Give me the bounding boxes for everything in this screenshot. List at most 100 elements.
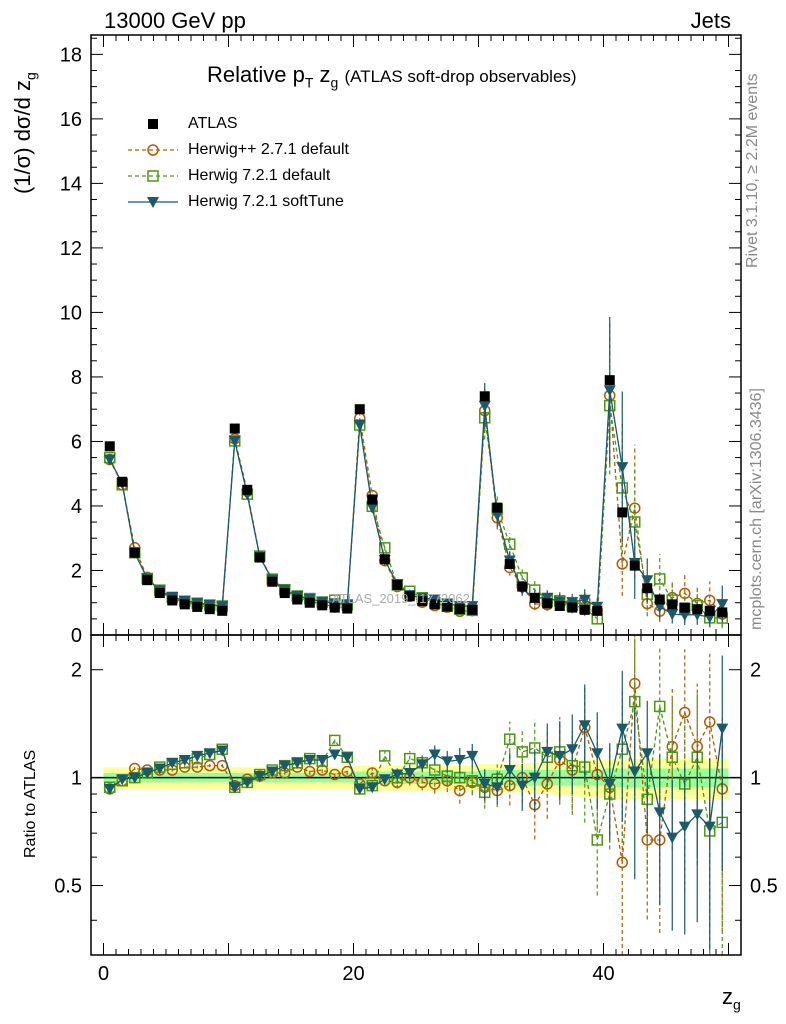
y-tick-label: 12 [60,238,82,260]
data-point [216,745,229,757]
ratio-panel: 0 20 40 0.5 0.5 1 1 2 2 [54,634,778,985]
data-point [191,761,203,773]
data-point [578,594,591,606]
data-point [554,600,565,611]
data-point [516,746,528,758]
data-point [292,594,303,605]
data-point [328,749,341,761]
data-point [478,778,491,790]
data-point [454,604,465,615]
data-point [703,821,716,833]
data-point [417,596,428,607]
data-point [366,782,379,794]
data-point [341,752,354,764]
header-category: Jets [690,8,731,33]
series-ratio-3 [103,655,729,951]
series-main-atlas [104,375,728,618]
data-point [503,765,516,777]
data-point [329,768,341,781]
data-point [579,604,590,615]
rivet-label: Rivet 3.1.10, ≥ 2.2M events [744,73,761,268]
xlabel-sub: g [733,996,741,1013]
data-point [291,757,304,769]
data-point [654,700,666,713]
data-point [367,494,378,505]
data-point [553,750,566,762]
data-point [641,748,654,760]
data-point [566,744,579,756]
data-point [354,404,365,415]
data-point [391,769,404,781]
data-point [542,598,553,609]
data-point [266,766,279,778]
data-point [353,783,366,795]
data-point [692,604,703,615]
data-point [178,754,191,766]
data-point [654,594,665,605]
x-tick-label: 20 [342,963,364,985]
data-point [666,751,678,763]
data-point [466,775,478,787]
data-point [329,734,341,747]
data-point [491,782,504,794]
data-point [116,774,129,786]
title-main: Relative p [207,62,305,87]
data-point [192,601,203,612]
data-point [467,604,478,615]
ylabel-main-text: (1/σ) dσ/d z [10,80,35,194]
x-tick-label: 40 [592,963,614,985]
analysis-watermark: ATLAS_2019_I1772062 [332,591,470,606]
legend-entry-herwigpp: Herwig++ 2.7.1 default [188,141,349,158]
data-point [717,607,728,618]
ratio-frame [90,634,742,956]
data-point [416,776,428,789]
data-point [204,759,216,772]
title-sub-t: T [304,74,314,91]
data-point [567,602,578,613]
data-point [654,573,666,585]
y-tick-label: 2 [71,560,82,582]
data-point [704,716,716,728]
legend-entry-softtune: Herwig 7.2.1 softTune [188,193,344,210]
title-sub-g: g [330,74,339,91]
y-tick-label-right: 1 [750,768,761,790]
data-point [528,772,541,784]
data-point [142,575,153,586]
data-point [403,768,416,780]
data-point [217,605,228,616]
data-point [441,756,454,768]
data-point [303,754,316,766]
data-point [203,748,216,760]
data-point [141,768,154,780]
legend-marker [148,119,158,129]
data-point [379,750,391,762]
data-point [578,720,591,732]
series-main-2 [104,336,728,629]
data-point [629,695,641,708]
data-point [517,581,528,592]
data-point [529,592,540,603]
data-point [604,375,615,386]
series-main-1 [104,323,728,627]
data-point [304,597,315,608]
data-point [504,733,516,745]
data-point [642,583,653,594]
data-point [616,462,629,474]
data-point [279,588,290,599]
data-point [254,552,265,563]
data-point [478,400,491,412]
data-point [366,502,379,514]
title-z: z [313,62,331,87]
xlabel-text: z [722,984,733,1009]
y-tick-label: 8 [71,367,82,389]
data-point [653,807,666,819]
data-point [379,554,390,565]
x-tick-label: 0 [98,963,109,985]
data-point [179,599,190,610]
data-point [691,809,704,821]
y-tick-label: 10 [60,302,82,324]
data-point [541,592,554,604]
data-point [603,385,616,397]
data-point [491,510,504,522]
